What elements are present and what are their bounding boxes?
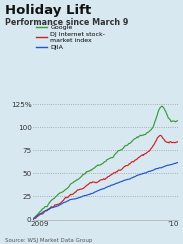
Text: Holiday Lift: Holiday Lift xyxy=(5,4,92,17)
Text: Source: WSJ Market Data Group: Source: WSJ Market Data Group xyxy=(5,238,93,243)
Text: Performance since March 9: Performance since March 9 xyxy=(5,18,129,27)
Legend: Google, DJ Internet stock-
market index, DJIA: Google, DJ Internet stock- market index,… xyxy=(36,25,105,50)
